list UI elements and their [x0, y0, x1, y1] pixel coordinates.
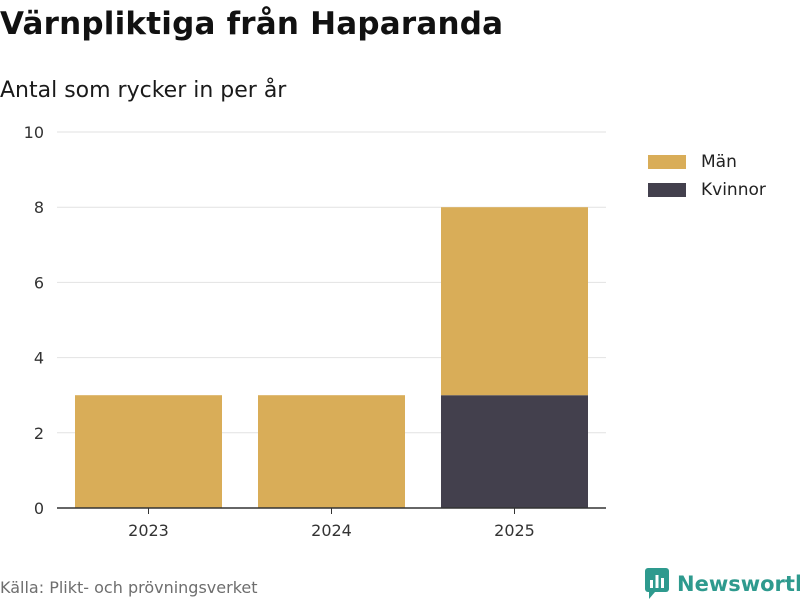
legend-label-kvinnor: Kvinnor	[701, 180, 766, 200]
bars	[75, 207, 588, 508]
x-tick-label-2023: 2023	[128, 521, 169, 540]
x-tick-label-2025: 2025	[494, 521, 535, 540]
y-tick-label-4: 4	[34, 349, 44, 368]
y-tick-label-8: 8	[34, 198, 44, 217]
newsworthy-logo-icon	[645, 568, 669, 599]
chart-title: Värnpliktiga från Haparanda	[0, 6, 504, 42]
bar-2023-m-n	[75, 395, 222, 508]
axes: 0 2 4 6 8 10 2023 2024 2025	[24, 123, 606, 540]
brand-logo[interactable]: Newsworthy	[645, 568, 800, 600]
y-tick-label-6: 6	[34, 273, 44, 292]
legend-label-man: Män	[701, 152, 737, 172]
legend: Män Kvinnor	[648, 148, 766, 204]
legend-item-man: Män	[648, 148, 766, 176]
bar-2025-m-n	[441, 207, 588, 396]
bar-2025-kvinnor	[441, 395, 588, 508]
source-note: Källa: Plikt- och prövningsverket	[0, 578, 258, 597]
bar-2024-m-n	[258, 395, 405, 508]
chart-subtitle: Antal som rycker in per år	[0, 78, 287, 103]
y-tick-label-0: 0	[34, 499, 44, 518]
legend-item-kvinnor: Kvinnor	[648, 176, 766, 204]
x-tick-label-2024: 2024	[311, 521, 352, 540]
legend-swatch-man	[648, 155, 686, 169]
y-tick-label-2: 2	[34, 424, 44, 443]
y-tick-label-10: 10	[24, 123, 44, 142]
brand-name: Newsworthy	[677, 572, 800, 596]
legend-swatch-kvinnor	[648, 183, 686, 197]
